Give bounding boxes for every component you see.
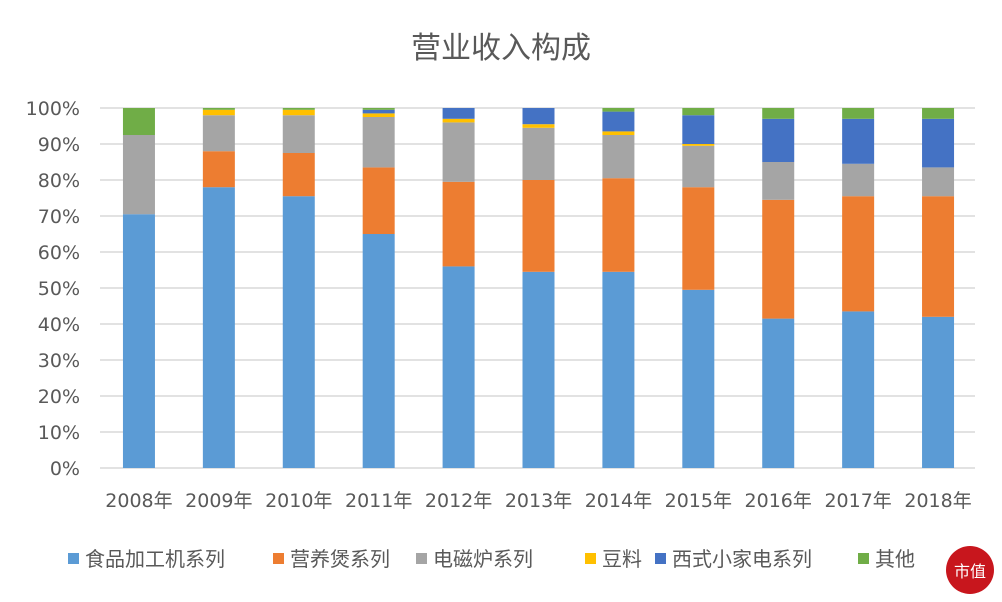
logo-badge: [946, 546, 994, 594]
bar-segment-2012年-电磁炉系列: [442, 122, 475, 182]
x-tick-label: 2018年: [904, 490, 971, 512]
bar-segment-2016年-其他: [762, 108, 795, 119]
legend-label: 豆料: [602, 547, 642, 571]
bar-segment-2017年-食品加工机系列: [842, 311, 875, 468]
y-tick-label: 20%: [38, 386, 80, 408]
bar-segment-2016年-食品加工机系列: [762, 318, 795, 468]
bar-segment-2018年-营养煲系列: [922, 196, 955, 317]
bar-segment-2010年-其他: [282, 108, 315, 110]
bar-segment-2009年-其他: [202, 108, 235, 110]
bar-segment-2010年-食品加工机系列: [282, 196, 315, 468]
legend: 食品加工机系列 营养煲系列 电磁炉系列 豆料 西式小家电系列 其他: [68, 547, 915, 571]
y-tick-label: 0%: [50, 458, 80, 480]
logo: 市值: [946, 546, 994, 594]
bar-segment-2012年-食品加工机系列: [442, 266, 475, 468]
bar-segment-2009年-食品加工机系列: [202, 187, 235, 468]
bar-segment-2015年-西式小家电系列: [682, 115, 715, 144]
bar-segment-2013年-电磁炉系列: [522, 127, 555, 180]
bar-segment-2011年-营养煲系列: [362, 167, 395, 234]
legend-swatch: [585, 553, 596, 564]
bar-segment-2017年-其他: [842, 108, 875, 119]
x-tick-label: 2017年: [824, 490, 891, 512]
legend-label: 营养煲系列: [290, 547, 390, 571]
bar-segment-2017年-营养煲系列: [842, 196, 875, 312]
bar-segment-2017年-电磁炉系列: [842, 163, 875, 197]
y-tick-label: 80%: [38, 170, 80, 192]
y-tick-label: 90%: [38, 134, 80, 156]
y-tick-label: 100%: [26, 98, 80, 120]
bar-segment-2014年-豆料: [602, 131, 635, 135]
bar-segment-2014年-电磁炉系列: [602, 135, 635, 179]
bar-segment-2008年-电磁炉系列: [122, 135, 155, 215]
bar-segment-2017年-西式小家电系列: [842, 118, 875, 164]
bar-segment-2011年-豆料: [362, 113, 395, 117]
bar-segment-2015年-电磁炉系列: [682, 145, 715, 188]
bar-segment-2008年-其他: [122, 108, 155, 135]
bars: [122, 108, 955, 468]
x-axis-ticks: 2008年 2009年 2010年 2011年 2012年 2013年 2014年 2015年…: [105, 490, 971, 512]
bar-segment-2014年-食品加工机系列: [602, 271, 635, 468]
legend-swatch: [416, 553, 427, 564]
x-tick-label: 2009年: [185, 490, 252, 512]
bar-segment-2016年-电磁炉系列: [762, 162, 795, 200]
bar-segment-2018年-其他: [922, 108, 955, 119]
legend-label: 西式小家电系列: [672, 547, 812, 571]
y-axis-ticks: 0% 10% 20% 30% 40% 50% 60% 70% 80% 90% 100%: [26, 98, 80, 480]
legend-label: 其他: [875, 547, 915, 571]
bar-segment-2016年-西式小家电系列: [762, 118, 795, 162]
bar-segment-2009年-豆料: [202, 109, 235, 116]
bar-segment-2012年-西式小家电系列: [442, 108, 475, 119]
x-tick-label: 2008年: [105, 490, 172, 512]
legend-label: 电磁炉系列: [433, 547, 533, 571]
bar-segment-2018年-食品加工机系列: [922, 316, 955, 468]
bar-segment-2013年-西式小家电系列: [522, 108, 555, 125]
bar-segment-2011年-食品加工机系列: [362, 234, 395, 468]
bar-segment-2014年-营养煲系列: [602, 178, 635, 272]
y-tick-label: 40%: [38, 314, 80, 336]
y-tick-label: 60%: [38, 242, 80, 264]
chart-title: 营业收入构成: [411, 31, 591, 66]
bar-segment-2010年-豆料: [282, 109, 315, 116]
x-tick-label: 2016年: [745, 490, 812, 512]
bar-segment-2011年-其他: [362, 108, 395, 110]
bar-segment-2009年-电磁炉系列: [202, 115, 235, 152]
x-tick-label: 2011年: [345, 490, 412, 512]
bar-segment-2015年-豆料: [682, 144, 715, 146]
bar-segment-2012年-营养煲系列: [442, 181, 475, 267]
bar-segment-2013年-营养煲系列: [522, 180, 555, 272]
bar-segment-2013年-食品加工机系列: [522, 271, 555, 468]
legend-swatch: [68, 553, 79, 564]
y-tick-label: 10%: [38, 422, 80, 444]
bar-segment-2010年-电磁炉系列: [282, 115, 315, 153]
bar-segment-2012年-豆料: [442, 118, 475, 123]
y-tick-label: 30%: [38, 350, 80, 372]
bar-segment-2018年-电磁炉系列: [922, 167, 955, 197]
bar-segment-2018年-西式小家电系列: [922, 118, 955, 168]
legend-label: 食品加工机系列: [85, 547, 225, 571]
y-tick-label: 50%: [38, 278, 80, 300]
x-tick-label: 2012年: [425, 490, 492, 512]
x-tick-label: 2014年: [585, 490, 652, 512]
legend-swatch: [858, 553, 869, 564]
bar-segment-2013年-豆料: [522, 124, 555, 128]
bar-segment-2015年-其他: [682, 108, 715, 116]
bar-segment-2011年-西式小家电系列: [362, 109, 395, 114]
bar-segment-2015年-食品加工机系列: [682, 289, 715, 468]
legend-swatch: [273, 553, 284, 564]
x-tick-label: 2013年: [505, 490, 572, 512]
bar-segment-2009年-营养煲系列: [202, 151, 235, 188]
bar-segment-2014年-西式小家电系列: [602, 111, 635, 132]
bar-segment-2011年-电磁炉系列: [362, 117, 395, 168]
bar-segment-2008年-食品加工机系列: [122, 214, 155, 468]
legend-swatch: [655, 553, 666, 564]
bar-segment-2014年-其他: [602, 108, 635, 112]
x-tick-label: 2015年: [665, 490, 732, 512]
x-tick-label: 2010年: [265, 490, 332, 512]
bar-segment-2015年-营养煲系列: [682, 187, 715, 290]
logo-text: 市值: [954, 562, 986, 581]
y-tick-label: 70%: [38, 206, 80, 228]
bar-segment-2016年-营养煲系列: [762, 199, 795, 319]
bar-segment-2010年-营养煲系列: [282, 153, 315, 197]
